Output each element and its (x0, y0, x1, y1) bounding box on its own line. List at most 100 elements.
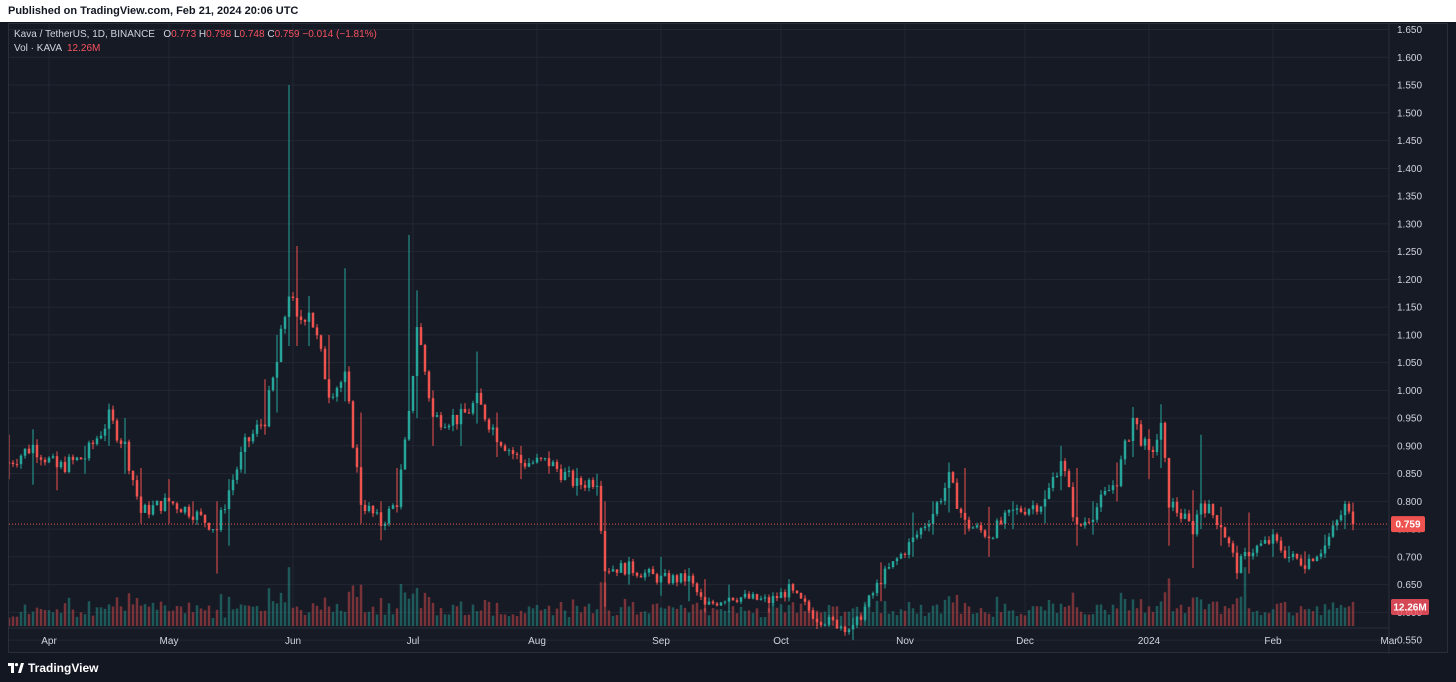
volume-bar (1067, 605, 1071, 626)
volume-bar (43, 610, 47, 626)
volume-bar (247, 605, 251, 626)
volume-bar (1347, 606, 1351, 626)
candle-body (1031, 505, 1035, 510)
volume-bar (219, 594, 223, 626)
candle-body (307, 312, 311, 322)
volume-bar (223, 617, 227, 626)
volume-bar (199, 608, 203, 626)
candle-body (419, 327, 423, 345)
candle-body (1287, 557, 1291, 559)
price-chart[interactable]: 1.650 1.600 1.550 1.500 1.450 1.400 1.350 1.300… (9, 24, 1449, 654)
candle-body (439, 415, 443, 428)
volume-bar (843, 611, 847, 626)
volume-bar (1211, 601, 1215, 626)
candle-body (1231, 543, 1235, 553)
volume-bar (935, 604, 939, 626)
candle-body (1003, 512, 1007, 524)
candle-body (1047, 487, 1051, 499)
volume-bar (779, 604, 783, 626)
volume-bar (911, 608, 915, 626)
candle-body (1111, 485, 1115, 491)
candle-body (959, 508, 963, 513)
candle-body (583, 484, 587, 488)
volume-label[interactable]: Vol · KAVA (14, 43, 62, 54)
tradingview-logo[interactable]: TradingView (8, 661, 98, 675)
volume-bar (455, 606, 459, 626)
volume-bar (471, 604, 475, 626)
volume-bar (287, 567, 291, 626)
volume-bar (187, 602, 191, 626)
volume-bar (127, 593, 131, 626)
published-text: Published on TradingView.com, Feb 21, 20… (8, 5, 299, 17)
volume-bar (1099, 604, 1103, 626)
volume-bar (275, 603, 279, 626)
candle-body (859, 616, 863, 620)
x-tick-label: Apr (41, 636, 57, 647)
candle-body (367, 505, 371, 512)
volume-bar (1235, 598, 1239, 626)
volume-bar (891, 611, 895, 626)
chart-area[interactable]: 1.650 1.600 1.550 1.500 1.450 1.400 1.350 1.300… (8, 23, 1449, 654)
candle-body (287, 296, 291, 317)
candle-body (691, 575, 695, 584)
volume-bar (971, 613, 975, 626)
volume-bar (159, 601, 163, 626)
volume-bar (279, 592, 283, 626)
candle-body (479, 392, 483, 405)
candle-body (211, 529, 215, 531)
volume-bar (411, 593, 415, 626)
candle-body (459, 408, 463, 425)
volume-bar (639, 611, 643, 626)
volume-bar (983, 612, 987, 626)
y-tick-label: 0.700 (1397, 552, 1422, 563)
volume-bar (387, 603, 391, 626)
volume-bar (171, 610, 175, 626)
candle-body (679, 573, 683, 583)
candle-body (655, 574, 659, 583)
volume-bar (1191, 597, 1195, 626)
candle-body (791, 584, 795, 591)
volume-bar (655, 603, 659, 626)
volume-bar (1123, 598, 1127, 626)
candle-body (507, 450, 511, 452)
candle-body (1151, 449, 1155, 453)
volume-bar (635, 614, 639, 626)
y-tick-label: 1.600 (1397, 53, 1422, 64)
low-label: L (233, 29, 240, 40)
x-tick-label: Nov (896, 636, 914, 647)
volume-bar (95, 607, 99, 626)
volume-bar (1035, 606, 1039, 626)
volume-bar (347, 591, 351, 626)
candle-body (731, 597, 735, 601)
candle-body (1103, 490, 1107, 495)
volume-bar (1291, 615, 1295, 626)
volume-bar (955, 594, 959, 626)
volume-bar (379, 598, 383, 626)
candle-body (11, 462, 15, 465)
candle-body (1347, 503, 1351, 512)
volume-bar (1043, 610, 1047, 626)
volume-bar (763, 617, 767, 626)
candle-body (99, 435, 103, 439)
volume-bar (1227, 608, 1231, 626)
candle-body (603, 530, 607, 572)
volume-bar (155, 609, 159, 626)
volume-bar (1139, 599, 1143, 626)
candle-body (55, 456, 59, 468)
volume-bar (123, 610, 127, 626)
volume-bar (567, 617, 571, 626)
symbol-label[interactable]: Kava / TetherUS, 1D, BINANCE (14, 29, 155, 40)
volume-bar (479, 610, 483, 626)
volume-bar (695, 602, 699, 626)
volume-bar (1303, 609, 1307, 626)
candle-body (1155, 439, 1159, 453)
y-tick-label: 1.350 (1397, 192, 1422, 203)
candle-body (1331, 525, 1335, 537)
volume-bar (451, 604, 455, 626)
volume-bar (1011, 610, 1015, 626)
candle-body (483, 404, 487, 420)
candle-body (27, 448, 31, 454)
candle-body (1227, 537, 1231, 544)
candle-body (835, 619, 839, 629)
volume-bar (103, 608, 107, 626)
